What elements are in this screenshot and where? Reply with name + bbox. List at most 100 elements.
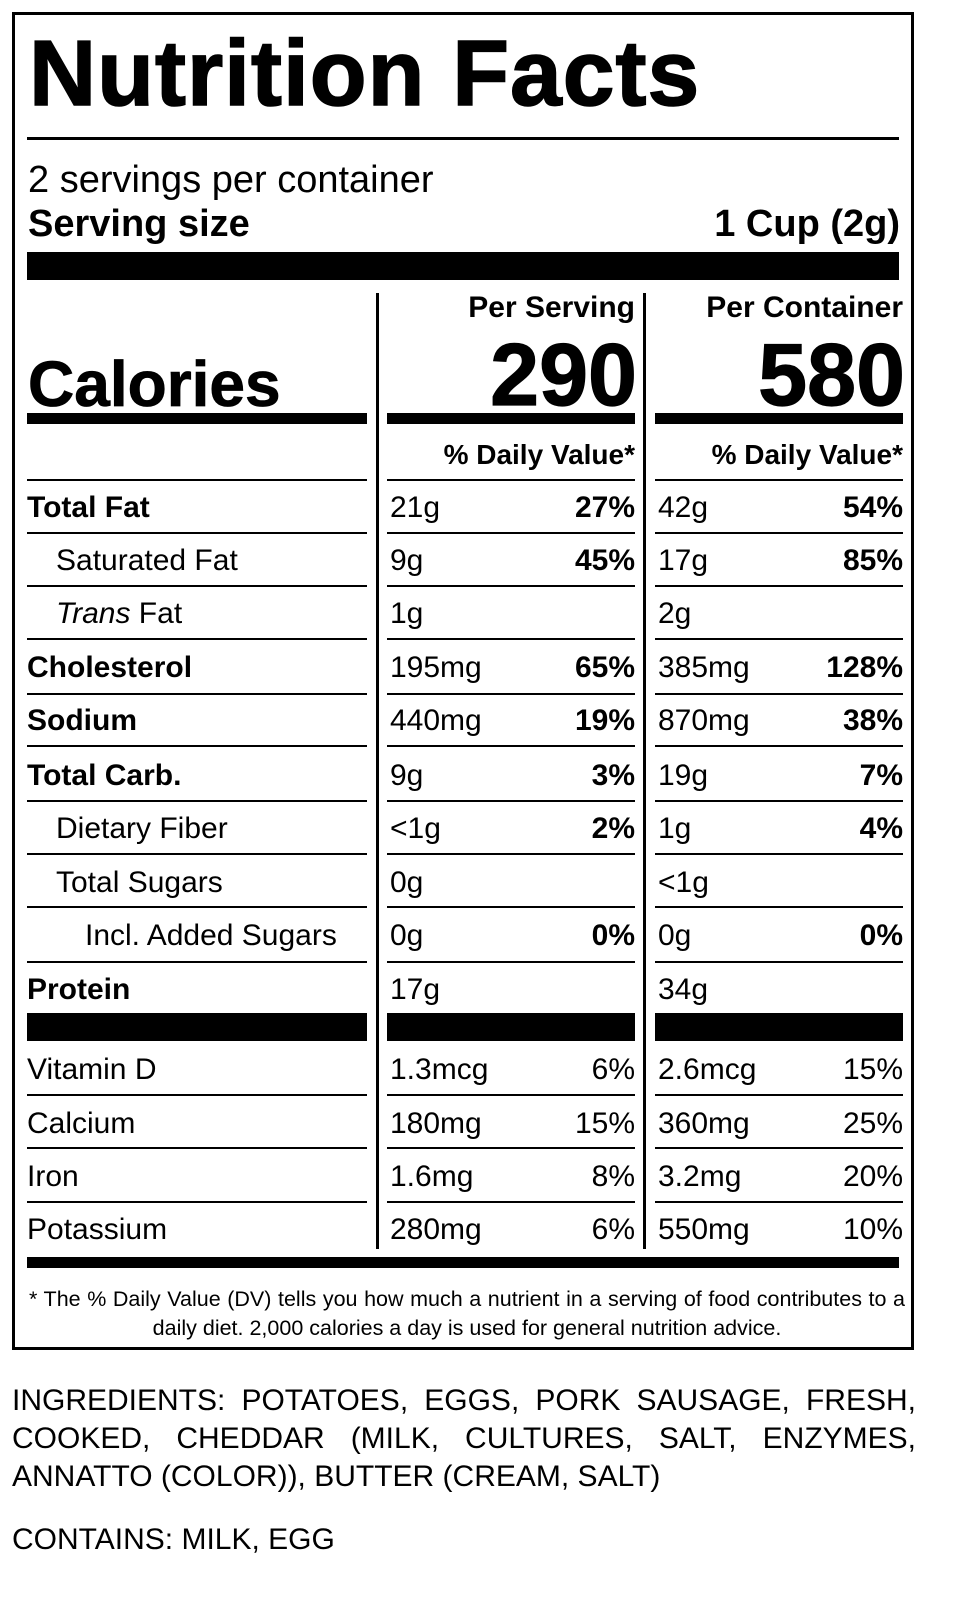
label-title: Nutrition Facts [28, 21, 701, 125]
container-dv: 38% [842, 704, 903, 737]
calories-rule-container [655, 413, 903, 424]
nutrient-name-rest: Fat [130, 597, 183, 630]
column-divider-2 [643, 293, 646, 1249]
vitamin-bar-name [27, 1013, 367, 1041]
vitamin-name: Vitamin D [27, 1053, 157, 1086]
row-rule-container [655, 800, 903, 802]
container-dv: 85% [842, 544, 903, 577]
vitamin-rule-serving [387, 1147, 635, 1149]
vitamin-rule-name [27, 1147, 367, 1149]
row-rule-name [27, 693, 367, 695]
container-amount: 385mg [658, 651, 750, 684]
serving-dv: 65% [574, 651, 635, 684]
row-rule-container [655, 906, 903, 908]
vitamin-serving-dv: 6% [591, 1053, 635, 1086]
row-rule-name [27, 638, 367, 640]
vitamin-rule-container [655, 1094, 903, 1096]
thick-rule-top [27, 252, 899, 280]
row-rule-serving [387, 906, 635, 908]
row-rule-name [27, 906, 367, 908]
serving-amount: 1g [390, 597, 424, 630]
thick-rule-bottom [27, 1257, 899, 1268]
calories-per-serving: 290 [490, 325, 638, 424]
vitamin-bar-container [655, 1013, 903, 1041]
allergens: CONTAINS: MILK, EGG [12, 1523, 335, 1556]
row-rule-container [655, 745, 903, 747]
vitamin-rule-name [27, 1094, 367, 1096]
vitamin-serving-amount: 1.6mg [390, 1160, 474, 1193]
row-rule-name [27, 532, 367, 534]
serving-dv: 3% [591, 759, 635, 792]
vitamin-name: Potassium [27, 1213, 168, 1246]
nutrient-name: Cholesterol [27, 651, 193, 684]
row-rule-serving [387, 585, 635, 587]
serving-dv: 27% [574, 491, 635, 524]
nutrient-name: Incl. Added Sugars [85, 919, 337, 952]
serving-amount: 0g [390, 866, 424, 899]
row-rule-serving [387, 745, 635, 747]
row-rule-name [27, 961, 367, 963]
serving-amount: <1g [390, 812, 441, 845]
container-dv: 0% [859, 919, 903, 952]
vitamin-serving-dv: 6% [591, 1213, 635, 1246]
vitamin-rule-serving [387, 1201, 635, 1203]
row-rule-name [27, 745, 367, 747]
row-rule-serving [387, 693, 635, 695]
row-rule-serving [387, 961, 635, 963]
nutrient-name: Total Sugars [56, 866, 223, 899]
per-serving-header: Per Serving [468, 291, 635, 324]
container-amount: <1g [658, 866, 709, 899]
row-rule-name [27, 853, 367, 855]
container-amount: 1g [658, 812, 692, 845]
vitamin-container-amount: 3.2mg [658, 1160, 742, 1193]
serving-amount: 9g [390, 544, 424, 577]
vitamin-container-amount: 2.6mcg [658, 1053, 757, 1086]
vitamin-rule-serving [387, 1094, 635, 1096]
vitamin-name: Iron [27, 1160, 79, 1193]
serving-amount: 9g [390, 759, 424, 792]
serving-amount: 0g [390, 919, 424, 952]
dv-header-container: % Daily Value* [711, 439, 903, 470]
vitamin-serving-dv: 8% [591, 1160, 635, 1193]
nutrient-name: Sodium [27, 704, 137, 737]
serving-dv: 19% [574, 704, 635, 737]
vitamin-serving-amount: 180mg [390, 1107, 482, 1140]
row-rule-container [655, 961, 903, 963]
row-rule-container [655, 638, 903, 640]
calories-label: Calories [28, 348, 281, 420]
serving-dv: 2% [591, 812, 635, 845]
container-dv: 4% [859, 812, 903, 845]
vitamin-rule-container [655, 1201, 903, 1203]
container-dv: 128% [826, 651, 903, 684]
row-rule-container [655, 479, 903, 481]
servings-per-container: 2 servings per container [28, 159, 434, 201]
nutrient-name: Trans Fat [56, 599, 182, 629]
nutrition-facts-label: Nutrition Facts 2 servings per container… [12, 12, 914, 1350]
container-amount: 42g [658, 491, 709, 524]
vitamin-container-dv: 25% [842, 1107, 903, 1140]
serving-amount: 21g [390, 491, 441, 524]
vitamin-container-dv: 10% [842, 1213, 903, 1246]
serving-size-label: Serving size [28, 203, 250, 245]
nutrient-name: Dietary Fiber [56, 812, 228, 845]
nutrient-name: Saturated Fat [56, 544, 238, 577]
nutrient-name: Protein [27, 973, 131, 1006]
row-rule-serving [387, 853, 635, 855]
nutrient-name: Total Carb. [27, 759, 182, 792]
row-rule-container [655, 532, 903, 534]
vitamin-rule-container [655, 1147, 903, 1149]
per-container-header: Per Container [706, 291, 903, 324]
vitamin-serving-amount: 1.3mcg [390, 1053, 489, 1086]
serving-size-value: 1 Cup (2g) [714, 203, 900, 245]
container-amount: 0g [658, 919, 692, 952]
container-amount: 2g [658, 597, 692, 630]
container-dv: 7% [859, 759, 903, 792]
vitamin-rule-name [27, 1201, 367, 1203]
vitamin-name: Calcium [27, 1107, 136, 1140]
serving-amount: 440mg [390, 704, 482, 737]
row-rule-container [655, 585, 903, 587]
vitamin-container-dv: 15% [842, 1053, 903, 1086]
calories-per-container: 580 [758, 325, 906, 424]
vitamin-container-amount: 550mg [658, 1213, 750, 1246]
calories-rule-name [27, 413, 367, 424]
